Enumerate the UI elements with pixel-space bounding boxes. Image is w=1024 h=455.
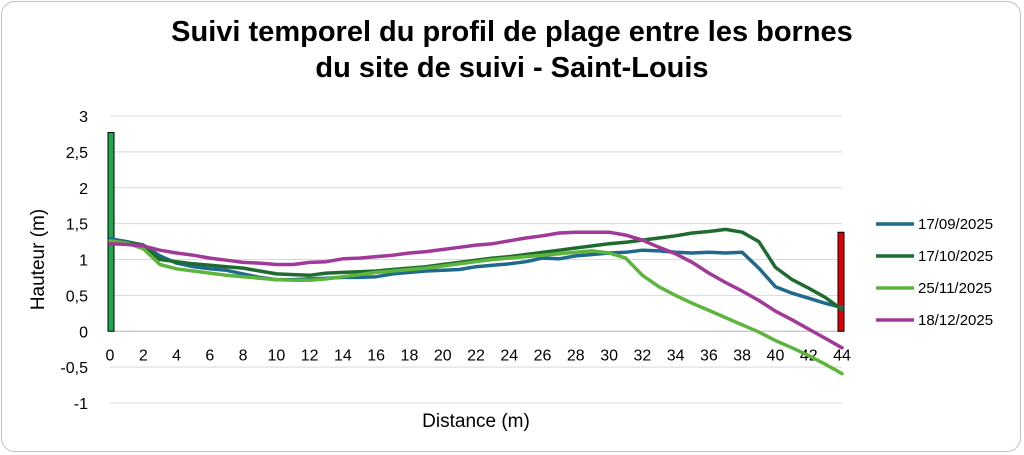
y-tick-label-5: 0,5: [66, 288, 88, 305]
x-tick-label-6: 12: [301, 347, 319, 364]
y-tick-label-0: 3: [79, 109, 88, 126]
x-tick-label-5: 10: [267, 347, 285, 364]
y-tick-label-3: 1,5: [66, 217, 88, 234]
x-tick-label-10: 20: [434, 347, 452, 364]
marker-bar-0: [108, 133, 114, 332]
x-tick-label-15: 30: [600, 347, 618, 364]
legend: 17/09/2025 17/10/2025 25/11/2025 18/12/2025: [876, 216, 993, 329]
y-tick-label-8: -1: [74, 396, 88, 413]
x-tick-label-8: 16: [367, 347, 385, 364]
x-tick-label-14: 28: [567, 347, 585, 364]
y-tick-label-1: 2,5: [66, 145, 88, 162]
x-tick-label-0: 0: [106, 347, 115, 364]
x-tick-label-22: 44: [833, 347, 851, 364]
x-tick-label-4: 8: [239, 347, 248, 364]
x-tick-label-17: 34: [667, 347, 685, 364]
x-tick-label-1: 2: [139, 347, 148, 364]
x-tick-label-12: 24: [500, 347, 518, 364]
y-tick-label-6: 0: [79, 324, 88, 341]
x-tick-label-13: 26: [534, 347, 552, 364]
x-axis-title: Distance (m): [422, 411, 530, 432]
y-tick-label-4: 1: [79, 253, 88, 270]
series-line-3: [110, 232, 842, 348]
x-tick-label-9: 18: [401, 347, 419, 364]
y-tick-label-7: -0,5: [60, 360, 88, 377]
x-tick-label-16: 32: [633, 347, 651, 364]
x-tick-label-11: 22: [467, 347, 485, 364]
y-tick-labels: 3 2,5 2 1,5 1 0,5 0 -0,5 -1: [60, 109, 88, 413]
x-tick-label-20: 40: [767, 347, 785, 364]
x-tick-label-2: 4: [172, 347, 181, 364]
x-tick-label-19: 38: [733, 347, 751, 364]
x-tick-label-7: 14: [334, 347, 352, 364]
legend-label-2: 25/11/2025: [918, 280, 992, 297]
x-tick-label-3: 6: [205, 347, 214, 364]
x-tick-label-18: 36: [700, 347, 718, 364]
legend-label-0: 17/09/2025: [918, 216, 993, 233]
x-tick-labels: 0 2 4 6 8 10 12 14 16 18 20 22 24 26 28 30 32 34 36 38 40 42 4…: [106, 347, 851, 364]
marker-bar-1: [838, 232, 844, 331]
y-axis-title: Hauteur (m): [28, 209, 49, 310]
legend-label-1: 17/10/2025: [918, 248, 993, 265]
legend-label-3: 18/12/2025: [918, 312, 993, 329]
y-tick-label-2: 2: [79, 181, 88, 198]
